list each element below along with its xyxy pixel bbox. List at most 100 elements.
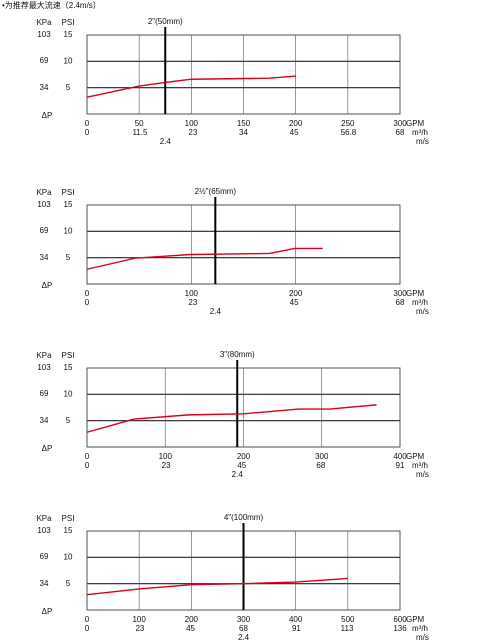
y-tick-label: 5 [66,579,71,588]
velocity-label: 2.4 [160,137,172,146]
x-tick-label: 500 [341,615,355,624]
x2-tick-label: 34 [239,128,248,137]
y2-tick-label: 103 [37,30,51,39]
x2-axis-label: m³/h [412,624,428,633]
x-tick-label: 0 [85,289,90,298]
x2-tick-label: 0 [85,128,90,137]
x2-tick-label: 23 [162,461,171,470]
x2-tick-label: 56.8 [341,128,357,137]
y-tick-label: 15 [64,200,73,209]
velocity-label: 2.4 [238,633,250,642]
y-tick-label: 10 [64,552,73,561]
y-axis-label: PSI [62,188,75,197]
x-tick-label: 100 [185,119,199,128]
y-axis-label: PSI [62,18,75,27]
y-tick-label: 5 [66,253,71,262]
x3-axis-label: m/s [416,307,429,316]
chart-title: 2"(50mm) [148,17,183,26]
y-tick-label: 10 [64,226,73,235]
x-tick-label: 100 [185,289,199,298]
x2-tick-label: 0 [85,298,90,307]
y2-tick-label: 34 [40,253,49,262]
note: •为推荐最大流速（2.4m/s） [2,0,101,10]
x-axis-label: GPM [406,452,425,461]
y-axis-label: PSI [62,351,75,360]
data-line [86,577,348,596]
x2-tick-label: 45 [290,298,299,307]
x-tick-label: 200 [289,289,303,298]
y2-axis-label: KPa [36,188,52,197]
x-tick-label: 300 [237,615,251,624]
x-tick-label: 600 [393,615,407,624]
y-tick-label: 10 [64,389,73,398]
delta-label: ΔP [42,607,53,616]
y2-axis-label: KPa [36,514,52,523]
x-tick-label: 400 [393,452,407,461]
y2-tick-label: 34 [40,416,49,425]
x-tick-label: 50 [135,119,144,128]
x2-axis-label: m³/h [412,128,428,137]
x-tick-label: 0 [85,615,90,624]
y2-tick-label: 103 [37,526,51,535]
x3-axis-label: m/s [416,633,429,642]
y2-axis-label: KPa [36,351,52,360]
x2-tick-label: 68 [239,624,248,633]
x-tick-label: 100 [159,452,173,461]
y2-tick-label: 34 [40,579,49,588]
x3-axis-label: m/s [416,137,429,146]
y-tick-label: 15 [64,30,73,39]
x2-tick-label: 68 [396,298,405,307]
x-tick-label: 250 [341,119,355,128]
y-tick-label: 15 [64,526,73,535]
x2-tick-label: 68 [396,128,405,137]
y2-tick-label: 103 [37,200,51,209]
y2-tick-label: 34 [40,83,49,92]
x-tick-label: 300 [393,289,407,298]
y2-tick-label: 69 [40,56,49,65]
x2-tick-label: 11.5 [132,128,148,137]
x2-tick-label: 68 [316,461,325,470]
x2-axis-label: m³/h [412,461,428,470]
x2-tick-label: 23 [188,128,197,137]
x2-tick-label: 91 [396,461,405,470]
x2-tick-label: 0 [85,624,90,633]
x2-tick-label: 136 [393,624,407,633]
x2-axis-label: m³/h [412,298,428,307]
data-line [86,75,296,98]
delta-label: ΔP [42,281,53,290]
y-tick-label: 5 [66,416,71,425]
chart-title: 2½"(65mm) [195,187,237,196]
x-tick-label: 0 [85,452,90,461]
x-tick-label: 150 [237,119,251,128]
x2-tick-label: 113 [341,624,354,633]
x-tick-label: 100 [132,615,146,624]
x2-tick-label: 45 [290,128,299,137]
y2-tick-label: 69 [40,226,49,235]
y-tick-label: 5 [66,83,71,92]
x-tick-label: 300 [315,452,329,461]
x2-tick-label: 23 [135,624,144,633]
y-tick-label: 15 [64,363,73,372]
x2-tick-label: 23 [188,298,197,307]
x-axis-label: GPM [406,615,425,624]
x-axis-label: GPM [406,289,425,298]
x-tick-label: 200 [185,615,199,624]
velocity-label: 2.4 [210,307,222,316]
x-tick-label: 300 [393,119,407,128]
x2-tick-label: 91 [292,624,301,633]
delta-label: ΔP [42,444,53,453]
x2-tick-label: 45 [237,461,246,470]
x-tick-label: 200 [237,452,251,461]
x-tick-label: 400 [289,615,303,624]
y2-axis-label: KPa [36,18,52,27]
y-axis-label: PSI [62,514,75,523]
delta-label: ΔP [42,111,53,120]
plot-frame [86,204,401,285]
y-tick-label: 10 [64,56,73,65]
chart-title: 3"(80mm) [220,350,255,359]
x2-tick-label: 0 [85,461,90,470]
x2-tick-label: 45 [186,624,195,633]
y2-tick-label: 103 [37,363,51,372]
x-axis-label: GPM [406,119,425,128]
